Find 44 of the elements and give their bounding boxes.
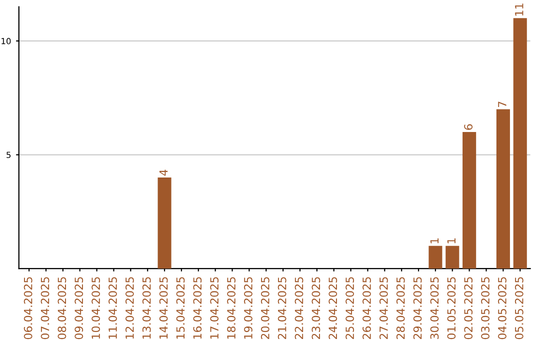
x-tick-label: 23.04.2025 (312, 277, 320, 340)
x-tick-label: 27.04.2025 (379, 277, 388, 340)
x-tick-label: 08.04.2025 (58, 277, 66, 340)
x-tick-label: 10.04.2025 (92, 277, 100, 339)
bar (428, 246, 442, 269)
x-tick-label: 06.04.2025 (24, 277, 32, 340)
x-tick-label: 28.04.2025 (396, 277, 405, 340)
x-tick-label: 14.04.2025 (159, 277, 168, 339)
data-label: 11 (515, 4, 524, 16)
data-label: 6 (464, 124, 473, 130)
x-tick-label: 15.04.2025 (176, 277, 185, 339)
x-tick-label: 20.04.2025 (260, 277, 270, 340)
y-tick-label: 5 (6, 152, 11, 158)
x-tick-label: 18.04.2025 (227, 277, 236, 339)
x-tick-label: 11.04.2025 (108, 277, 117, 339)
x-tick-label: 03.05.2025 (481, 277, 490, 340)
bar (462, 132, 476, 269)
x-tick-label: 04.05.2025 (498, 277, 506, 340)
data-label: 1 (447, 238, 456, 244)
bar (158, 178, 172, 269)
x-tick-label: 12.04.2025 (125, 277, 134, 339)
x-tick-label: 26.04.2025 (362, 277, 371, 340)
x-tick-label: 24.04.2025 (328, 277, 338, 340)
x-tick-label: 25.04.2025 (346, 277, 354, 340)
x-tick-label: 05.05.2025 (514, 277, 524, 340)
bar (513, 18, 527, 269)
data-label: 4 (159, 170, 168, 176)
data-label: 7 (498, 102, 506, 107)
x-tick-label: 01.05.2025 (447, 277, 456, 340)
x-tick-label: 30.04.2025 (430, 277, 439, 340)
bar (446, 246, 460, 269)
x-tick-label: 02.05.2025 (464, 277, 473, 340)
x-tick-label: 13.04.2025 (142, 277, 151, 339)
x-tick-label: 07.04.2025 (40, 277, 50, 340)
x-tick-label: 17.04.2025 (210, 277, 219, 339)
x-tick-label: 16.04.2025 (193, 277, 202, 339)
x-tick-label: 21.04.2025 (278, 277, 286, 340)
y-tick-label: 10 (2, 38, 11, 44)
x-tick-label: 09.04.2025 (74, 277, 84, 340)
data-label: 1 (430, 238, 439, 244)
bar (496, 109, 510, 269)
x-tick-label: 19.04.2025 (244, 277, 252, 339)
x-tick-label: 29.04.2025 (413, 277, 422, 340)
x-tick-label: 22.04.2025 (294, 277, 304, 340)
